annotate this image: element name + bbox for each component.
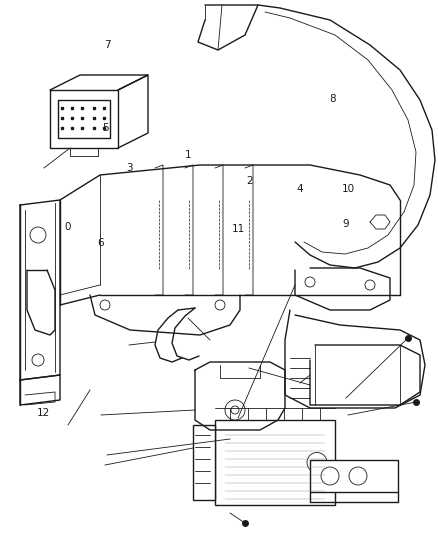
Text: 6: 6 bbox=[97, 238, 104, 247]
Bar bbox=[215, 420, 335, 505]
Text: 4: 4 bbox=[297, 184, 304, 194]
Text: 11: 11 bbox=[232, 224, 245, 234]
Text: 5: 5 bbox=[102, 123, 109, 133]
Bar bbox=[193, 425, 215, 500]
Text: 3: 3 bbox=[126, 163, 133, 173]
Text: 1: 1 bbox=[185, 150, 192, 159]
Text: 7: 7 bbox=[104, 41, 111, 50]
Bar bbox=[310, 460, 398, 492]
Text: 2: 2 bbox=[246, 176, 253, 186]
Text: 0: 0 bbox=[65, 222, 71, 231]
Text: 12: 12 bbox=[37, 408, 50, 418]
Text: 9: 9 bbox=[343, 219, 350, 229]
Text: 10: 10 bbox=[342, 184, 355, 194]
Text: 8: 8 bbox=[329, 94, 336, 103]
